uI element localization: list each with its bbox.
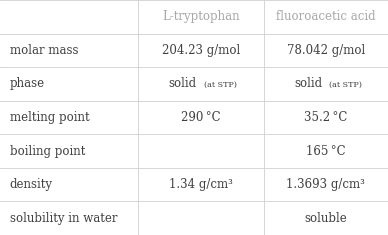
Text: 1.34 g/cm³: 1.34 g/cm³	[169, 178, 233, 191]
Text: 290 °C: 290 °C	[181, 111, 221, 124]
Text: solubility in water: solubility in water	[10, 212, 117, 225]
Text: 165 °C: 165 °C	[306, 145, 346, 158]
Text: soluble: soluble	[305, 212, 347, 225]
Text: phase: phase	[10, 77, 45, 90]
Text: (at STP): (at STP)	[324, 81, 362, 89]
Text: molar mass: molar mass	[10, 44, 78, 57]
Text: L-tryptophan: L-tryptophan	[162, 10, 240, 23]
Text: 35.2 °C: 35.2 °C	[304, 111, 348, 124]
Text: solid: solid	[169, 77, 197, 90]
Text: 78.042 g/mol: 78.042 g/mol	[287, 44, 365, 57]
Text: (at STP): (at STP)	[199, 81, 237, 89]
Text: density: density	[10, 178, 53, 191]
Text: solid: solid	[294, 77, 322, 90]
Text: 204.23 g/mol: 204.23 g/mol	[162, 44, 240, 57]
Text: boiling point: boiling point	[10, 145, 85, 158]
Text: 1.3693 g/cm³: 1.3693 g/cm³	[286, 178, 365, 191]
Text: melting point: melting point	[10, 111, 89, 124]
Text: fluoroacetic acid: fluoroacetic acid	[276, 10, 376, 23]
